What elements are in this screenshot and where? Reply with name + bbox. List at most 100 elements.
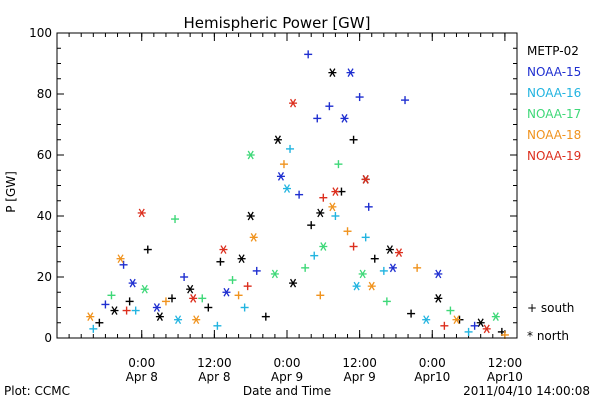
point-south — [301, 263, 310, 272]
x-tick-label-time: 0:00 — [274, 356, 301, 370]
point-south — [349, 242, 358, 251]
point-north — [128, 278, 137, 288]
point-north — [358, 269, 367, 279]
point-north — [385, 245, 394, 254]
x-tick-label-date: Apr 8 — [198, 370, 230, 384]
plot-frame — [56, 32, 518, 339]
point-north — [346, 68, 355, 77]
point-north — [367, 281, 376, 291]
point-south — [180, 273, 189, 281]
point-north — [434, 269, 443, 279]
point-south — [361, 233, 370, 242]
point-south — [168, 294, 176, 303]
legend-entry: NOAA-15 — [527, 65, 581, 79]
y-axis-ticks: 0 20 40 60 80 100 — [29, 26, 517, 345]
point-south — [331, 212, 340, 220]
plot-credit: Plot: CCMC — [4, 384, 70, 398]
point-south — [379, 266, 388, 275]
chart-title: Hemispheric Power [GW] — [184, 14, 371, 32]
point-north — [476, 318, 485, 328]
point-south — [101, 300, 110, 309]
y-axis-label: P [GW] — [4, 171, 18, 213]
point-south — [370, 254, 379, 263]
point-north — [276, 172, 285, 181]
generated-timestamp: 2011/04/10 14:00:08 — [463, 384, 590, 398]
point-south — [319, 193, 328, 202]
point-north — [491, 312, 500, 321]
point-north — [328, 68, 337, 77]
point-south — [171, 215, 180, 224]
point-south — [382, 297, 391, 306]
point-south — [279, 160, 288, 169]
x-tick-label-date: Apr 8 — [126, 370, 158, 384]
y-tick-label: 80 — [37, 87, 52, 101]
point-south — [313, 114, 322, 123]
point-south — [216, 257, 225, 266]
point-north — [152, 303, 161, 312]
y-tick-label: 40 — [37, 209, 52, 223]
point-south — [204, 303, 213, 312]
point-south — [213, 321, 222, 330]
point-south — [107, 291, 116, 300]
point-south — [316, 291, 325, 300]
point-north — [137, 208, 146, 218]
legend-entry: NOAA-18 — [527, 128, 581, 142]
marker-legend-entry: + south — [527, 301, 574, 315]
point-south — [119, 260, 128, 269]
point-north — [192, 315, 201, 325]
point-north — [434, 294, 443, 303]
point-south — [401, 96, 410, 105]
point-north — [316, 208, 325, 218]
point-south — [334, 160, 343, 169]
point-south — [89, 324, 98, 333]
point-south — [240, 303, 249, 312]
point-north — [237, 254, 246, 264]
point-south — [310, 251, 319, 260]
x-tick-label-date: Apr10 — [414, 370, 450, 384]
x-tick-label-date: Apr10 — [487, 370, 523, 384]
point-north — [273, 135, 282, 145]
point-south — [364, 202, 373, 211]
point-north — [319, 242, 328, 251]
marker-legend-entry: * north — [527, 329, 569, 343]
point-north — [246, 150, 255, 160]
x-axis-label: Date and Time — [243, 384, 331, 398]
point-north — [331, 187, 340, 196]
point-south — [349, 135, 358, 144]
point-north — [219, 245, 228, 254]
point-south — [261, 312, 270, 321]
point-south — [407, 309, 416, 318]
x-tick-label-time: 0:00 — [128, 356, 155, 370]
point-south — [440, 321, 449, 330]
point-north — [289, 278, 298, 288]
point-north — [422, 315, 431, 325]
point-south — [343, 227, 352, 236]
point-south — [143, 245, 152, 254]
y-tick-label: 100 — [29, 26, 52, 40]
point-north — [155, 312, 164, 321]
x-tick-label-time: 12:00 — [197, 356, 232, 370]
point-south — [95, 318, 104, 327]
point-south — [307, 221, 316, 230]
series-legend: METP-02 NOAA-15 NOAA-16 NOAA-17 NOAA-18 NOAA-… — [527, 44, 581, 163]
point-south — [304, 50, 313, 59]
point-north — [452, 315, 461, 325]
point-south — [295, 190, 304, 199]
legend-entry: METP-02 — [527, 44, 579, 58]
point-north — [394, 248, 403, 257]
point-south — [464, 327, 473, 336]
legend-entry: NOAA-19 — [527, 149, 581, 163]
marker-legend: + south * north — [527, 301, 574, 343]
point-south — [286, 144, 295, 153]
point-south — [243, 282, 252, 291]
legend-entry: NOAA-17 — [527, 107, 581, 121]
point-north — [189, 294, 198, 303]
x-tick-label-date: Apr 9 — [344, 370, 376, 384]
point-north — [352, 281, 361, 291]
x-tick-label-time: 12:00 — [488, 356, 523, 370]
point-north — [361, 175, 370, 184]
point-south — [325, 102, 334, 111]
point-north — [110, 306, 119, 315]
